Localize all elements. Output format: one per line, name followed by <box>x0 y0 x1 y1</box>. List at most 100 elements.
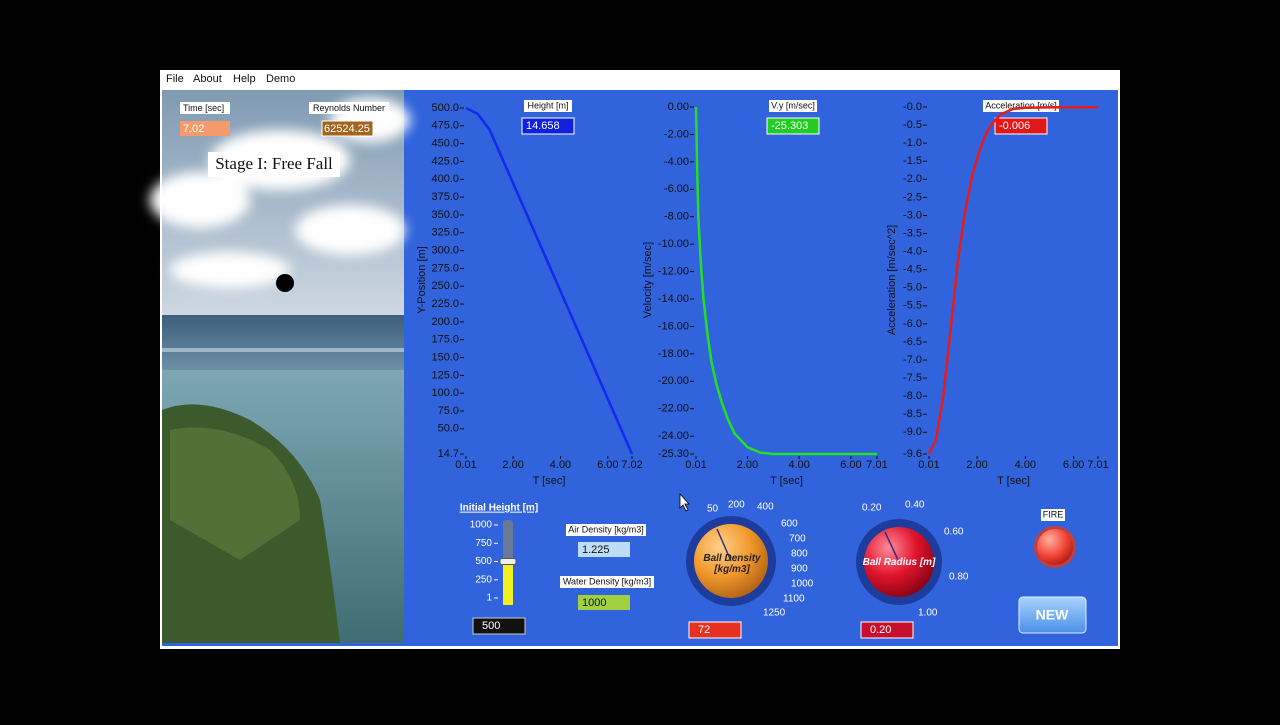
x-tick-label: 7.01 <box>1087 459 1108 471</box>
x-axis-title: T [sec] <box>770 475 803 487</box>
label-box <box>566 524 646 536</box>
fire-button[interactable] <box>1037 529 1073 565</box>
y-tick-label: 225.0 <box>431 298 459 310</box>
new-label: NEW <box>1036 607 1069 623</box>
knob-scale-label: 50 <box>707 504 719 515</box>
x-tick-label: 0.01 <box>455 459 476 471</box>
knob-scale-label: 400 <box>757 502 774 513</box>
water-input[interactable] <box>578 595 630 610</box>
y-tick-label: -10.00 <box>658 238 689 250</box>
x-tick-label: 6.00 <box>597 459 618 471</box>
knob-label-box: Ball Density [kg/m3] <box>703 553 761 575</box>
y-tick-label: -20.00 <box>658 375 689 387</box>
y-tick-label: 14.7 <box>438 448 459 460</box>
indicator-label: V.y [m/sec] <box>771 100 815 110</box>
indicator-value: -0.006 <box>999 120 1030 132</box>
y-tick-label: -0.5 <box>903 119 922 131</box>
x-tick-label: 2.00 <box>966 459 987 471</box>
ball <box>276 274 294 292</box>
plots: 500.0 475.0 450.0 425.0 400.0 375.0 350.0 325.0… <box>416 100 1109 487</box>
knob-scale-label: 600 <box>781 519 798 530</box>
label-box <box>560 576 654 588</box>
indicator-value: 14.658 <box>526 120 560 132</box>
y-tick-label: -14.00 <box>658 293 689 305</box>
x-axis-title: T [sec] <box>997 475 1030 487</box>
y-axis-title: Acceleration [m/sec^2] <box>886 225 898 335</box>
x-tick-label: 0.01 <box>918 459 939 471</box>
y-tick-label: -24.00 <box>658 430 689 442</box>
y-tick-label: 0.00 <box>668 101 689 113</box>
reynolds-value: 62524.25 <box>324 123 370 135</box>
y-tick-label: 425.0 <box>431 155 459 167</box>
y-tick-label: -8.0 <box>903 390 922 402</box>
rock-moss <box>170 427 300 560</box>
indicator-display <box>521 117 575 135</box>
y-axis-title: Velocity [m/sec] <box>642 242 654 318</box>
menu-item[interactable]: Help <box>233 73 256 85</box>
label-box <box>180 102 230 114</box>
stage-box <box>208 152 340 177</box>
label-box <box>524 100 572 112</box>
x-tick-label: 7.01 <box>866 459 887 471</box>
y-tick-label: 175.0 <box>431 334 459 346</box>
reynolds-display <box>321 120 374 137</box>
label-box <box>769 100 817 112</box>
y-tick-label: -3.5 <box>903 227 922 239</box>
time-label: Time [sec] <box>183 103 224 113</box>
indicator-display <box>994 117 1048 135</box>
new-button[interactable] <box>1018 596 1087 634</box>
y-tick-label: -5.0 <box>903 282 922 294</box>
radius-value: 0.20 <box>870 624 891 636</box>
y-tick-label: -8.00 <box>664 211 689 223</box>
indicator-label: Acceleration [m/s] <box>985 100 1057 110</box>
y-tick-label: -12.00 <box>658 265 689 277</box>
knob-scale-label: 200 <box>728 500 745 511</box>
fire-label: FIRE <box>1043 509 1064 519</box>
water-value: 1000 <box>582 597 606 609</box>
menu-item[interactable]: Demo <box>266 73 295 85</box>
label-box <box>309 102 389 114</box>
y-tick-label: 125.0 <box>431 369 459 381</box>
x-tick-label: 6.00 <box>840 459 861 471</box>
y-tick-label: 325.0 <box>431 227 459 239</box>
slider-thumb[interactable] <box>499 558 517 566</box>
density-label: Ball Density [kg/m3] <box>703 553 761 575</box>
menu-item[interactable]: File <box>166 73 184 85</box>
y-tick-label: -6.00 <box>664 183 689 195</box>
knob-scale-label: 0.60 <box>944 527 964 538</box>
knob-scale-label: 800 <box>791 549 808 560</box>
y-tick-label: -5.5 <box>903 300 922 312</box>
wave <box>162 348 404 352</box>
scene: Time [sec] 7.02 Reynolds Number 62524.25… <box>150 90 410 643</box>
y-tick-label: -7.0 <box>903 354 922 366</box>
y-tick-label: -0.0 <box>903 101 922 113</box>
knob-scale-label: 1250 <box>763 608 786 619</box>
y-tick-label: -6.0 <box>903 318 922 330</box>
air-input[interactable] <box>578 542 630 557</box>
y-tick-label: 75.0 <box>438 405 459 417</box>
y-tick-label: -1.5 <box>903 155 922 167</box>
knob-scale-label: 1100 <box>783 594 805 605</box>
reynolds-label: Reynolds Number <box>313 103 385 113</box>
x-axis-title: T [sec] <box>533 475 566 487</box>
knob-scale-label: 0.20 <box>862 503 882 514</box>
y-tick-label: 450.0 <box>431 138 459 150</box>
height-input[interactable] <box>472 617 526 635</box>
y-tick-label: -16.00 <box>658 320 689 332</box>
y-tick-label: -8.5 <box>903 408 922 420</box>
menu-item[interactable]: About <box>193 73 222 85</box>
y-tick-label: 200.0 <box>431 316 459 328</box>
knob-label-box: Ball Radius [m] <box>863 557 936 568</box>
x-tick-label: 7.02 <box>621 459 642 471</box>
time-value: 7.02 <box>183 123 204 135</box>
knob-scale-label: 900 <box>791 564 808 575</box>
air-label: Air Density [kg/m3] <box>568 524 644 534</box>
y-tick-label: -2.5 <box>903 191 922 203</box>
slider-tick-label: 1000 <box>470 520 493 531</box>
slider-tick-label: 750 <box>475 538 492 549</box>
radius-display <box>860 621 914 639</box>
controls: Initial Height [m] 500 Air Density [kg/m… <box>460 492 1087 639</box>
y-tick-label: -7.5 <box>903 372 922 384</box>
y-tick-label: -4.00 <box>664 156 689 168</box>
water-label: Water Density [kg/m3] <box>563 576 651 586</box>
